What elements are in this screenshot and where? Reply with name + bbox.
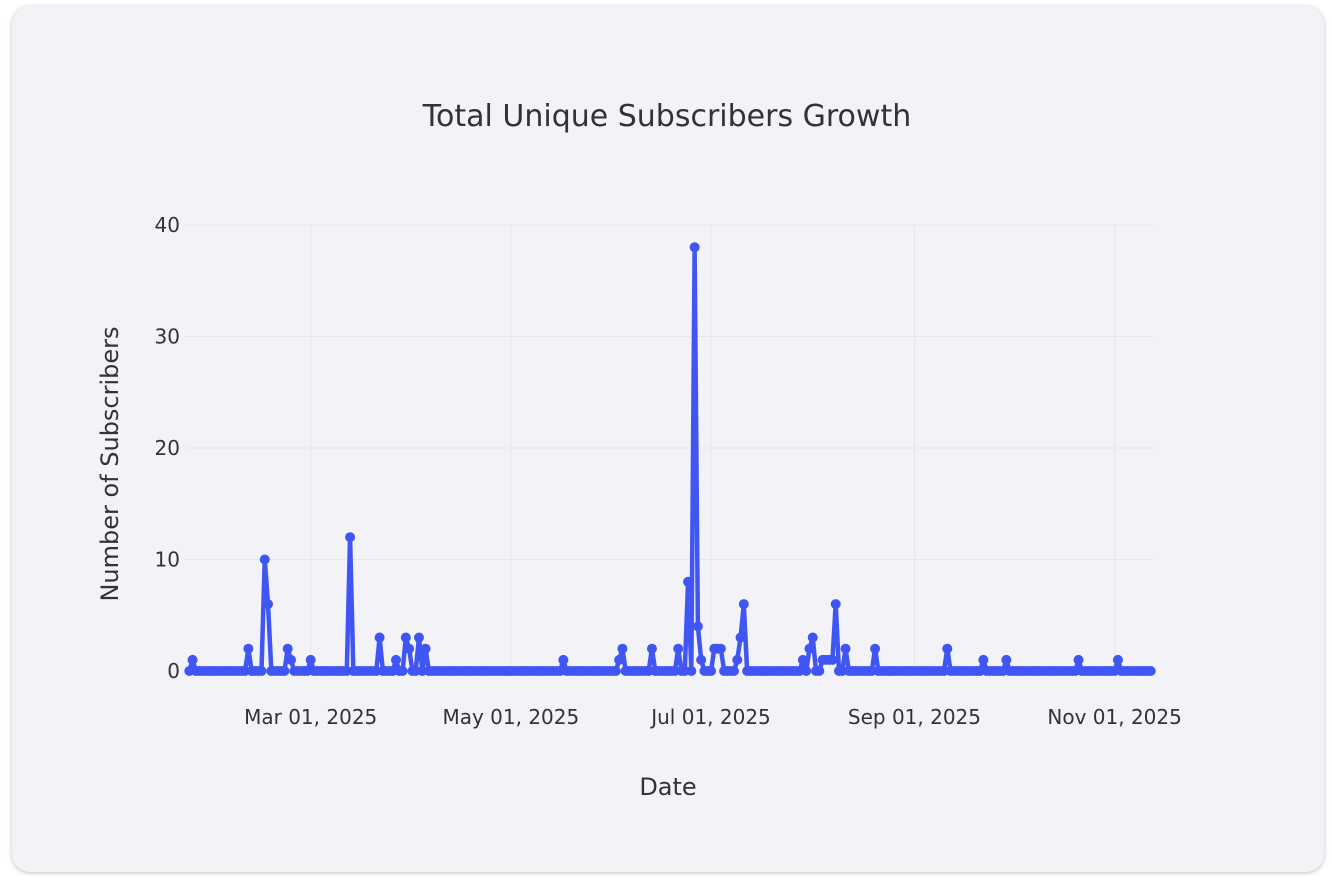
data-point[interactable] (614, 654, 625, 665)
data-point[interactable] (400, 632, 411, 643)
y-axis-ticks: 0 10 20 30 40 (155, 213, 180, 683)
data-point[interactable] (345, 532, 356, 543)
data-point[interactable] (1001, 654, 1012, 665)
data-point[interactable] (413, 632, 424, 643)
series-line (187, 245, 1153, 674)
data-point[interactable] (673, 643, 684, 654)
data-point[interactable] (187, 654, 198, 665)
data-point[interactable] (1073, 654, 1084, 665)
data-point[interactable] (404, 643, 415, 654)
data-point[interactable] (807, 632, 818, 643)
data-point[interactable] (801, 666, 812, 676)
data-point[interactable] (305, 654, 316, 665)
y-tick-label: 10 (155, 548, 180, 572)
y-tick-label: 0 (167, 659, 180, 683)
data-point[interactable] (286, 654, 296, 665)
data-point[interactable] (689, 242, 700, 253)
data-point[interactable] (610, 666, 621, 676)
data-point[interactable] (374, 632, 385, 643)
data-point[interactable] (256, 666, 267, 676)
data-point[interactable] (870, 643, 881, 654)
data-point[interactable] (827, 654, 838, 665)
x-tick-label: Jul 01, 2025 (649, 705, 771, 729)
data-point[interactable] (391, 654, 402, 665)
data-point[interactable] (728, 666, 739, 676)
data-point[interactable] (243, 643, 254, 654)
chart-title: Total Unique Subscribers Growth (422, 99, 911, 134)
x-axis-title: Date (639, 773, 696, 801)
data-point[interactable] (696, 654, 707, 665)
data-point[interactable] (804, 643, 815, 654)
data-point[interactable] (715, 643, 726, 654)
data-point[interactable] (797, 654, 808, 665)
y-tick-label: 30 (155, 325, 180, 349)
x-axis-ticks: Mar 01, 2025 May 01, 2025 Jul 01, 2025 Sep … (244, 705, 1182, 729)
data-point[interactable] (1112, 654, 1123, 665)
y-tick-label: 20 (155, 436, 180, 460)
data-point[interactable] (830, 599, 841, 610)
y-tick-label: 40 (155, 213, 180, 237)
x-tick-label: Sep 01, 2025 (848, 705, 981, 729)
data-point[interactable] (282, 643, 293, 654)
data-point[interactable] (814, 666, 825, 676)
data-point[interactable] (263, 599, 274, 610)
x-tick-label: Mar 01, 2025 (244, 705, 377, 729)
data-point[interactable] (1145, 666, 1156, 676)
data-point[interactable] (646, 643, 657, 654)
y-axis-title: Number of Subscribers (96, 326, 124, 601)
data-point[interactable] (259, 554, 270, 565)
data-point[interactable] (942, 643, 953, 654)
grid (186, 224, 1154, 671)
x-tick-label: Nov 01, 2025 (1047, 705, 1181, 729)
data-point[interactable] (279, 666, 290, 676)
data-point[interactable] (738, 599, 749, 610)
data-point[interactable] (397, 666, 408, 676)
series-subscribers (184, 242, 1156, 676)
data-point[interactable] (692, 621, 703, 632)
data-point[interactable] (735, 632, 746, 643)
data-point[interactable] (558, 654, 569, 665)
data-point[interactable] (978, 654, 989, 665)
chart-card: Total Unique Subscribers Growth Date Num… (12, 6, 1324, 872)
data-point[interactable] (706, 666, 717, 676)
data-point[interactable] (617, 643, 628, 654)
data-point[interactable] (420, 643, 431, 654)
data-point[interactable] (732, 654, 743, 665)
data-point[interactable] (683, 576, 694, 587)
x-tick-label: May 01, 2025 (442, 705, 579, 729)
data-point[interactable] (686, 666, 697, 676)
data-point[interactable] (840, 643, 851, 654)
line-chart: Total Unique Subscribers Growth Date Num… (96, 99, 1182, 801)
